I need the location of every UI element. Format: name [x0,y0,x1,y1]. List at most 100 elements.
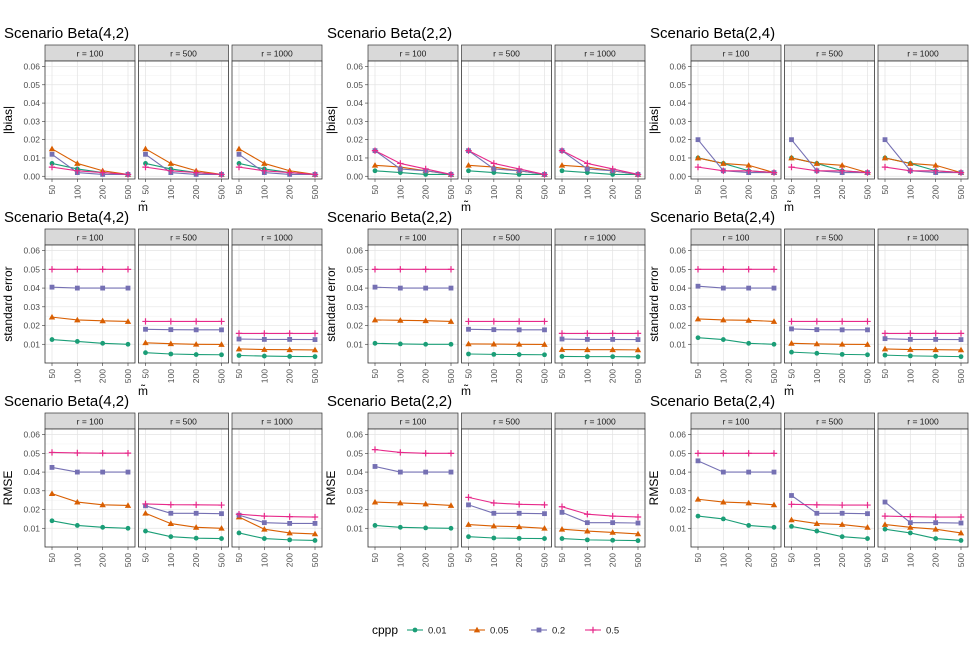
x-tick-label: 100 [166,553,176,567]
facet-label: r = 100 [77,417,104,427]
data-point [142,510,149,516]
data-point [448,285,454,291]
x-tick-label: 100 [718,185,728,199]
y-tick-label: 0.01 [23,523,40,533]
y-tick-label: 0.05 [346,264,363,274]
data-point [422,266,429,273]
data-point [491,351,497,357]
data-point [515,523,523,530]
data-point [448,341,454,347]
series-line [791,157,868,174]
data-point [219,327,224,333]
data-point [143,326,148,332]
data-point [957,529,965,536]
series-line [561,511,639,524]
series-line [51,286,128,289]
x-axis-label: m̃ [784,199,794,214]
data-point [745,317,752,323]
data-point [907,353,913,359]
y-tick-label: 0.05 [23,448,40,458]
series-line [51,166,129,175]
data-point [609,165,616,173]
panel-background [784,429,875,547]
y-axis-label: |bias| [1,106,15,134]
x-tick-label: 500 [769,185,779,199]
x-axis-label: m̃ [784,383,794,398]
x-tick-label: 100 [259,369,269,383]
panel-title: Scenario Beta(2,2) [327,25,452,42]
data-point [261,337,267,342]
x-tick-label: 200 [608,553,618,567]
series-line [468,170,545,175]
series-line [884,166,962,174]
data-point [610,172,616,177]
data-point [788,154,795,161]
data-point [695,283,701,289]
data-point [634,530,642,537]
data-point [48,145,56,152]
x-tick-label: 200 [98,369,108,383]
data-point [491,170,497,175]
data-point [515,165,523,173]
y-tick-label: 0.01 [346,153,363,163]
x-tick-label: 500 [540,185,550,199]
data-point [448,469,454,475]
x-tick-label: 100 [395,369,405,383]
data-point [958,354,964,360]
data-point [788,163,795,171]
data-point [466,534,471,540]
data-point [814,327,820,333]
facet-label: r = 100 [723,233,750,243]
data-point [516,172,522,177]
y-tick-label: 0.02 [346,321,363,331]
y-tick-label: 0.01 [346,339,363,349]
facet-label: r = 1000 [907,49,939,59]
data-point [100,285,106,291]
data-point [558,526,566,532]
data-point [746,340,752,346]
facet-label: r = 1000 [261,49,293,59]
data-point [49,161,55,166]
x-tick-label: 50 [464,369,474,379]
data-point [397,341,403,347]
y-tick-label: 0.05 [346,448,363,458]
data-point [881,154,889,161]
data-point [312,354,318,360]
series-line [561,338,639,341]
data-point [490,522,498,529]
data-point [584,520,590,526]
data-point [932,513,939,521]
y-axis-label: RMSE [324,471,338,506]
legend-label: 0.01 [428,626,447,637]
data-point [789,326,794,332]
data-point [491,166,497,172]
y-tick-label: 0.05 [23,264,40,274]
data-point [124,502,132,508]
facet-label: r = 500 [816,49,843,59]
x-tick-label: 100 [72,369,82,383]
panel-border [367,60,459,180]
data-point [100,469,106,475]
data-point [465,162,472,168]
series-line [374,501,452,506]
x-tick-label: 500 [956,553,966,567]
data-point [261,353,267,359]
data-point [124,266,132,273]
x-tick-label: 50 [370,185,380,195]
data-point [694,163,702,171]
panel-border [231,428,323,548]
panel-title: Scenario Beta(4,2) [4,393,129,410]
data-point [695,335,701,341]
data-point [584,511,591,518]
data-point [261,167,268,174]
data-point [813,501,821,509]
panel-title: Scenario Beta(4,2) [4,209,129,226]
data-point [422,500,429,507]
series-line [238,348,316,351]
y-axis-label: standard error [324,266,338,341]
y-tick-label: 0.03 [669,486,686,496]
data-point [542,536,547,541]
data-point [635,337,641,342]
data-point [720,450,727,457]
x-tick-label: 500 [956,369,966,383]
